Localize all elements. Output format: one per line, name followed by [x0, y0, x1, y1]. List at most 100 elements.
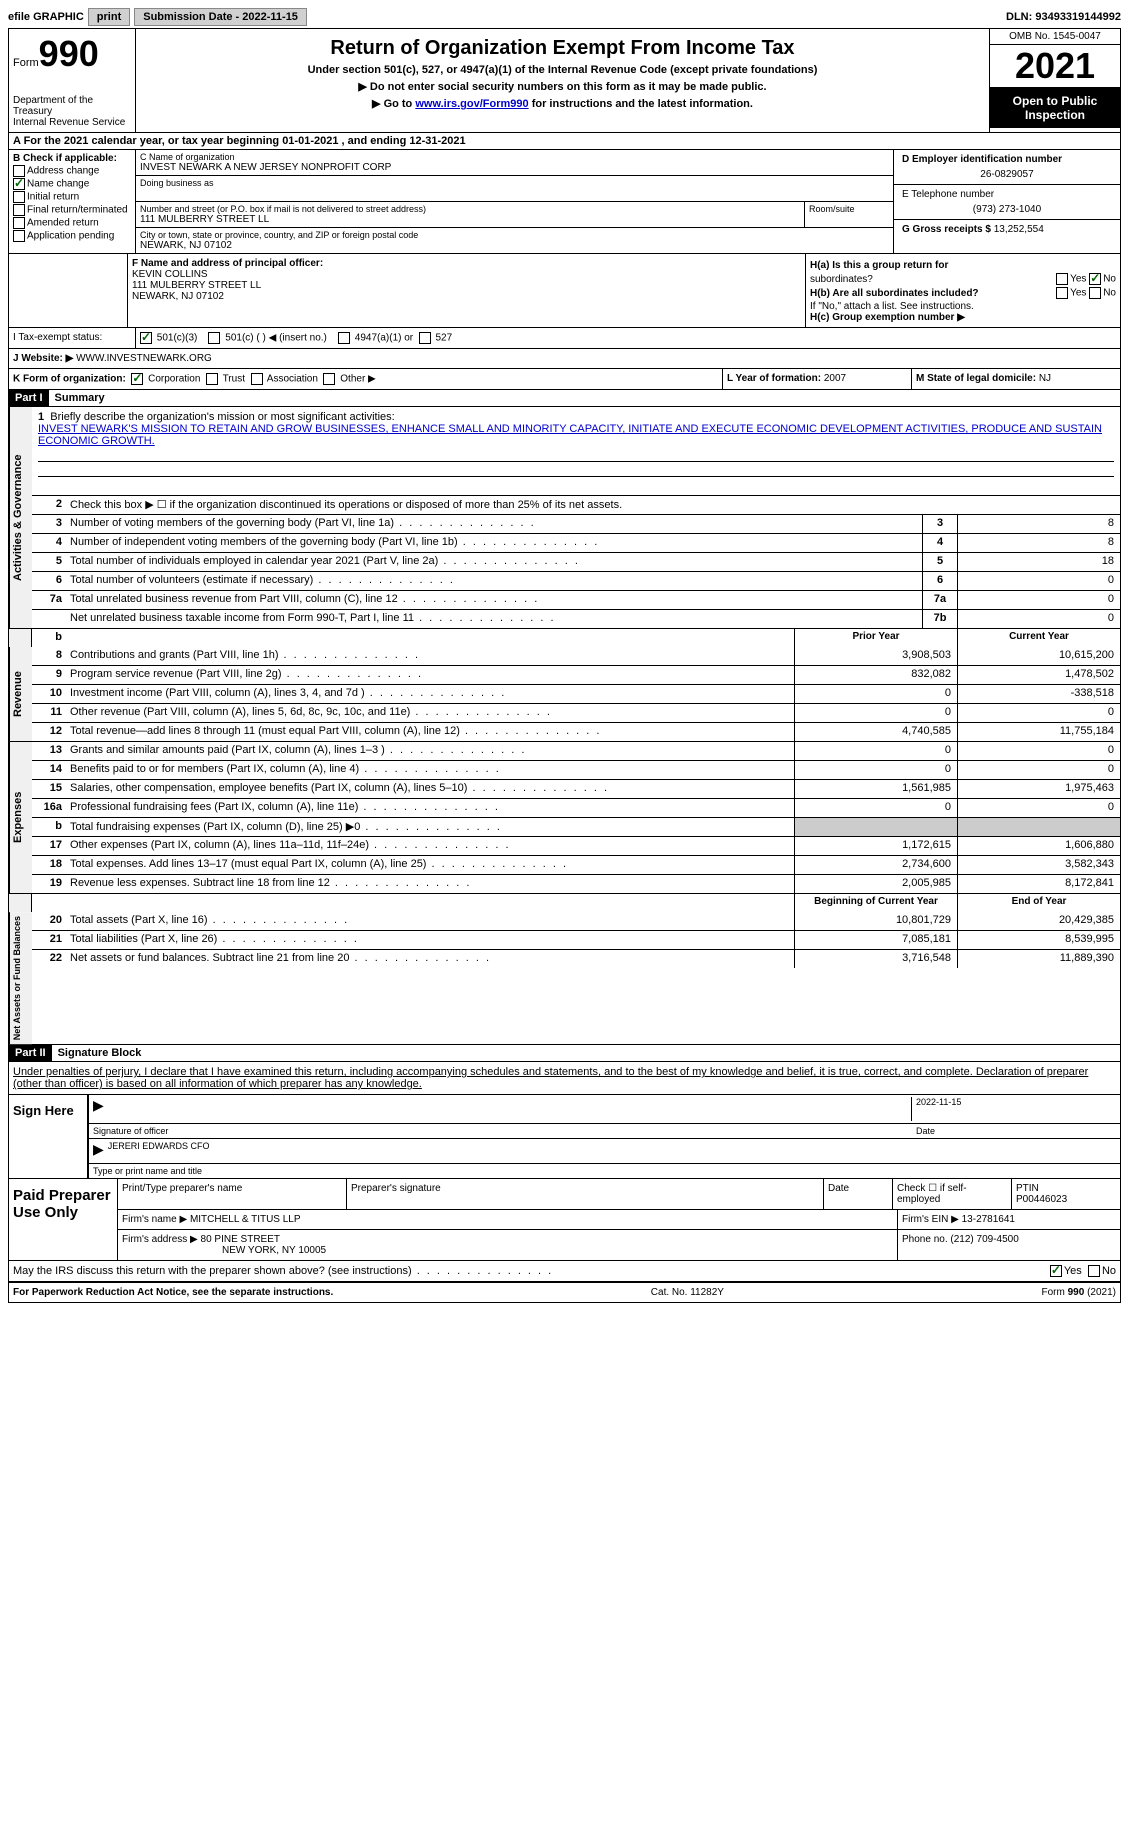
corp-checkbox[interactable]	[131, 373, 143, 385]
ein-value: 26-0829057	[902, 169, 1112, 180]
firm-phone-label: Phone no.	[902, 1234, 948, 1245]
prior-value: 2,005,985	[794, 875, 957, 893]
line-label: Other revenue (Part VIII, column (A), li…	[66, 704, 794, 722]
current-value: 1,478,502	[957, 666, 1120, 684]
initial-checkbox[interactable]	[13, 191, 25, 203]
501c-label: 501(c) ( ) ◀ (insert no.)	[225, 333, 327, 344]
k-label: K Form of organization:	[13, 374, 126, 385]
prior-value: 7,085,181	[794, 931, 957, 949]
assoc-checkbox[interactable]	[251, 373, 263, 385]
firm-ein: 13-2781641	[962, 1214, 1015, 1225]
name-change-checkbox[interactable]	[13, 178, 25, 190]
line-number: 16a	[32, 799, 66, 817]
line-number: 7a	[32, 591, 66, 609]
other-checkbox[interactable]	[323, 373, 335, 385]
current-value: 0	[957, 799, 1120, 817]
trust-checkbox[interactable]	[206, 373, 218, 385]
street-label: Number and street (or P.O. box if mail i…	[140, 204, 800, 214]
summary-line: 4 Number of independent voting members o…	[32, 534, 1120, 553]
goto-pre: ▶ Go to	[372, 98, 415, 110]
hb-yes-checkbox[interactable]	[1056, 287, 1068, 299]
line-box: 4	[922, 534, 957, 552]
open-public-badge: Open to Public Inspection	[990, 88, 1120, 128]
527-checkbox[interactable]	[419, 332, 431, 344]
footer-center: Cat. No. 11282Y	[651, 1287, 724, 1298]
line-number: 21	[32, 931, 66, 949]
part2-badge: Part II	[9, 1045, 52, 1061]
name-title-label: Type or print name and title	[93, 1166, 202, 1176]
line-number: 17	[32, 837, 66, 855]
line-value: 8	[957, 534, 1120, 552]
year-formation: 2007	[824, 373, 846, 384]
line-number: 3	[32, 515, 66, 533]
ha-no-checkbox[interactable]	[1089, 273, 1101, 285]
line-number: 18	[32, 856, 66, 874]
section-d: D Employer identification number 26-0829…	[893, 150, 1120, 253]
arrow-icon-2: ▶	[93, 1141, 104, 1161]
summary-line: 19 Revenue less expenses. Subtract line …	[32, 875, 1120, 893]
501c3-checkbox[interactable]	[140, 332, 152, 344]
line-label: Total unrelated business revenue from Pa…	[66, 591, 922, 609]
submission-date-button[interactable]: Submission Date - 2022-11-15	[134, 8, 307, 26]
current-value: 0	[957, 704, 1120, 722]
line-label: Grants and similar amounts paid (Part IX…	[66, 742, 794, 760]
firm-name: MITCHELL & TITUS LLP	[190, 1214, 301, 1225]
ein-label: D Employer identification number	[902, 154, 1112, 165]
current-value: 1,975,463	[957, 780, 1120, 798]
line-label: Total expenses. Add lines 13–17 (must eq…	[66, 856, 794, 874]
summary-line: 10 Investment income (Part VIII, column …	[32, 685, 1120, 704]
sign-here-label: Sign Here	[9, 1095, 87, 1178]
prep-date-label: Date	[824, 1179, 893, 1209]
line-number: 6	[32, 572, 66, 590]
line1-label: Briefly describe the organization's miss…	[50, 411, 394, 423]
section-b: B Check if applicable: Address change Na…	[9, 150, 136, 253]
current-value	[957, 818, 1120, 836]
initial-label: Initial return	[27, 192, 79, 203]
sig-officer-label: Signature of officer	[93, 1126, 916, 1136]
website-value: WWW.INVESTNEWARK.ORG	[76, 353, 212, 364]
summary-line: 22 Net assets or fund balances. Subtract…	[32, 950, 1120, 968]
firm-phone: (212) 709-4500	[950, 1234, 1018, 1245]
discuss-no-checkbox[interactable]	[1088, 1265, 1100, 1277]
4947-checkbox[interactable]	[338, 332, 350, 344]
firm-addr1: 80 PINE STREET	[201, 1234, 280, 1245]
line-value: 0	[957, 572, 1120, 590]
summary-line: 14 Benefits paid to or for members (Part…	[32, 761, 1120, 780]
other-label: Other ▶	[340, 374, 375, 385]
expenses-section: Expenses 13 Grants and similar amounts p…	[9, 742, 1120, 894]
goto-post: for instructions and the latest informat…	[529, 98, 753, 110]
501c-checkbox[interactable]	[208, 332, 220, 344]
line-label: Number of voting members of the governin…	[66, 515, 922, 533]
summary-line: 18 Total expenses. Add lines 13–17 (must…	[32, 856, 1120, 875]
self-employed-label: Check ☐ if self-employed	[893, 1179, 1012, 1209]
app-checkbox[interactable]	[13, 230, 25, 242]
current-value: 1,606,880	[957, 837, 1120, 855]
summary-line: 21 Total liabilities (Part X, line 26) 7…	[32, 931, 1120, 950]
line-label: Total fundraising expenses (Part IX, col…	[66, 818, 794, 836]
part2-title: Signature Block	[52, 1045, 148, 1061]
final-checkbox[interactable]	[13, 204, 25, 216]
summary-line: b Total fundraising expenses (Part IX, c…	[32, 818, 1120, 837]
hb-no-checkbox[interactable]	[1089, 287, 1101, 299]
efile-label: efile GRAPHIC	[8, 11, 84, 23]
form-title: Return of Organization Exempt From Incom…	[140, 37, 985, 60]
prior-value: 0	[794, 704, 957, 722]
summary-line: Net unrelated business taxable income fr…	[32, 610, 1120, 628]
summary-line: 3 Number of voting members of the govern…	[32, 515, 1120, 534]
4947-label: 4947(a)(1) or	[355, 333, 413, 344]
section-h: H(a) Is this a group return for subordin…	[805, 254, 1120, 327]
current-value: 0	[957, 761, 1120, 779]
irs-label: Internal Revenue Service	[13, 117, 131, 128]
prior-value: 10,801,729	[794, 912, 957, 930]
line-box: 7a	[922, 591, 957, 609]
app-label: Application pending	[27, 231, 114, 242]
revenue-section: Revenue 8 Contributions and grants (Part…	[9, 647, 1120, 742]
ha-yes-checkbox[interactable]	[1056, 273, 1068, 285]
print-button[interactable]: print	[88, 8, 130, 26]
trust-label: Trust	[223, 374, 245, 385]
goto-link[interactable]: www.irs.gov/Form990	[415, 98, 528, 110]
amended-checkbox[interactable]	[13, 217, 25, 229]
netassets-header-section: Beginning of Current Year End of Year	[9, 894, 1120, 912]
discuss-yes-checkbox[interactable]	[1050, 1265, 1062, 1277]
line-number: 19	[32, 875, 66, 893]
